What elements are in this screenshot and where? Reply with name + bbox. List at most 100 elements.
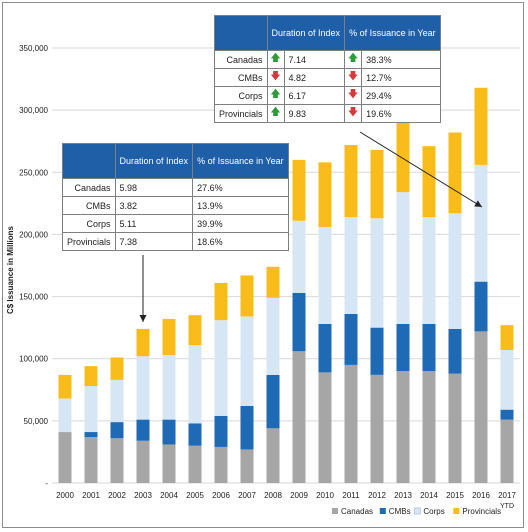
bar-segment-corps [448, 213, 462, 329]
annotation-arrow-2016 [359, 131, 483, 208]
x-tick-label: 2017 [498, 491, 516, 500]
table-header-duration: Duration of Index [266, 15, 346, 51]
row-label: Corps [62, 214, 116, 233]
bar-segment-provincials [448, 132, 462, 214]
bar-segment-corps [292, 220, 306, 293]
bar-segment-canadas [214, 446, 228, 483]
y-tick-labels: - 50,000 100,000 150,000 200,000 250,000 300,0… [19, 44, 48, 488]
table-header-issuance: % of Issuance in Year [344, 15, 441, 51]
bar-segment-cmbs [188, 423, 202, 446]
bar-segment-provincials [84, 366, 98, 387]
legend-swatch [379, 508, 386, 514]
bar-segment-cmbs [266, 374, 280, 429]
table-row: Corps 5.11 39.9% [62, 214, 289, 233]
y-tick-label: 50,000 [24, 417, 49, 426]
bar-segment-canadas [240, 449, 254, 483]
bar-segment-provincials [162, 318, 176, 355]
x-tick-label: 2006 [212, 491, 230, 500]
bar-segment-provincials [318, 162, 332, 227]
bar-segment-corps [370, 218, 384, 328]
chart-frame [2, 2, 524, 528]
x-tick-label: 2014 [420, 491, 438, 500]
bar-segment-canadas [500, 419, 514, 483]
bar-segment-cmbs [448, 328, 462, 374]
x-tick-label: 2010 [316, 491, 334, 500]
x-tick-label: 2009 [290, 491, 308, 500]
annotation-arrows [139, 131, 483, 322]
table-header-row: Duration of Index % of Issuance in Year [62, 143, 289, 179]
bar-segment-canadas [136, 440, 150, 483]
table-row: Corps 🡅 6.17 🡇 29.4% [214, 86, 441, 105]
up-arrow-icon: 🡅 [266, 50, 285, 69]
bar-segment-provincials [266, 266, 280, 298]
y-tick-label: 200,000 [19, 230, 48, 239]
down-arrow-icon: 🡇 [344, 104, 363, 123]
y-tick-label: 250,000 [19, 168, 48, 177]
x-tick-label: 2003 [134, 491, 152, 500]
bar-segment-corps [422, 217, 436, 324]
row-label: Provincials [214, 104, 268, 123]
bar-segment-provincials [344, 144, 358, 218]
bar-segment-corps [396, 192, 410, 324]
issuance-value: 18.6% [192, 232, 289, 251]
bar-segment-canadas [162, 444, 176, 483]
legend-swatch [413, 507, 421, 515]
bar-segment-cmbs [292, 292, 306, 352]
legend-swatch [453, 508, 460, 514]
row-label: CMBs [62, 196, 116, 215]
bar-segment-canadas [448, 373, 462, 483]
down-arrow-icon: 🡇 [266, 68, 285, 87]
legend: Canadas CMBs Corps Provincials [332, 507, 501, 516]
table-row: Provincials 7.38 18.6% [62, 232, 289, 251]
bar-segment-corps [214, 320, 228, 416]
bar-segment-cmbs [344, 313, 358, 365]
y-axis-label: C$ Issuance in Millions [6, 225, 15, 314]
down-arrow-icon: 🡇 [344, 86, 363, 105]
issuance-value: 19.6% [361, 104, 441, 123]
x-tick-sublabel: YTD [500, 503, 514, 510]
table-header-duration: Duration of Index [114, 143, 194, 179]
legend-label: Canadas [341, 507, 373, 516]
bar-segment-canadas [266, 428, 280, 483]
bar-segment-cmbs [500, 409, 514, 420]
issuance-value: 39.9% [192, 214, 289, 233]
annotation-arrow-2003 [139, 255, 147, 322]
row-label: Canadas [214, 50, 268, 69]
duration-value: 6.17 [283, 86, 346, 105]
duration-value: 7.14 [283, 50, 346, 69]
legend-label: Provincials [462, 507, 501, 516]
annotation-table-2016: Duration of Index % of Issuance in Year … [214, 15, 441, 123]
x-tick-label: 2011 [342, 491, 360, 500]
duration-value: 9.83 [283, 104, 346, 123]
row-label: CMBs [214, 68, 268, 87]
bar-segment-cmbs [240, 405, 254, 450]
table-row: CMBs 🡇 4.82 🡇 12.7% [214, 68, 441, 87]
x-tick-label: 2015 [446, 491, 464, 500]
issuance-value: 38.3% [361, 50, 441, 69]
table-header-blank [214, 15, 268, 51]
bar-segment-corps [344, 217, 358, 314]
bar-segment-cmbs [396, 323, 410, 372]
bar-segment-provincials [422, 146, 436, 218]
x-tick-label: 2008 [264, 491, 282, 500]
x-tick-label: 2012 [368, 491, 386, 500]
bar-segment-canadas [318, 372, 332, 483]
bar-segment-corps [474, 164, 488, 282]
bar-segment-corps [500, 350, 514, 410]
y-tick-label: 350,000 [19, 44, 48, 53]
bar-segment-cmbs [136, 419, 150, 441]
bar-segment-provincials [58, 374, 72, 399]
table-header-issuance: % of Issuance in Year [192, 143, 289, 179]
bar-segment-canadas [188, 445, 202, 483]
x-tick-label: 2013 [394, 491, 412, 500]
bar-segment-cmbs [162, 419, 176, 445]
duration-value: 7.38 [114, 232, 194, 251]
table-row: Provincials 🡅 9.83 🡇 19.6% [214, 104, 441, 123]
bar-segment-cmbs [110, 422, 124, 439]
bar-segment-cmbs [370, 327, 384, 375]
bar-segment-canadas [370, 374, 384, 483]
bar-segment-canadas [110, 438, 124, 483]
bar-segment-corps [318, 226, 332, 324]
issuance-value: 29.4% [361, 86, 441, 105]
